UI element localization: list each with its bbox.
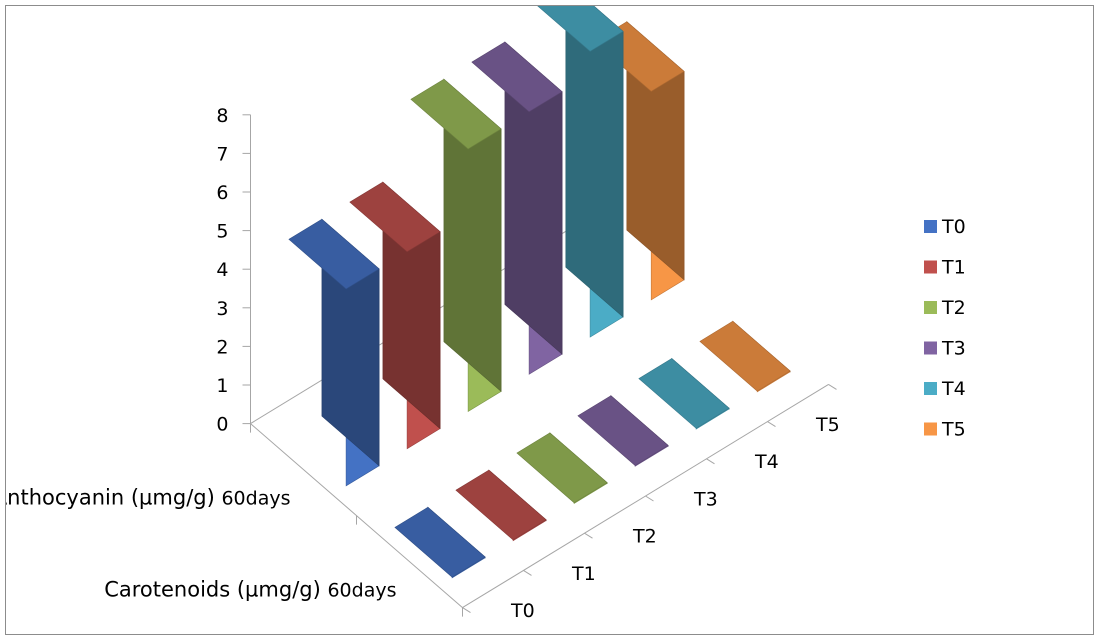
y-tick-label: 0 xyxy=(216,414,228,436)
y-tick-label: 6 xyxy=(216,182,228,204)
bar-T5-carotenoids xyxy=(699,320,791,393)
bar-T1-anthocyanin xyxy=(349,181,441,450)
bar-T0-carotenoids xyxy=(394,506,486,579)
legend-label-T1: T1 xyxy=(941,257,966,279)
labels-layer: 0 1 2 3 4 5 6 7 8 Anthocyanin (µmg/g) 60days Carot… xyxy=(0,105,840,622)
legend-label-T4: T4 xyxy=(941,378,966,400)
depth-tick-label: T3 xyxy=(693,488,718,510)
chart-svg: 0 1 2 3 4 5 6 7 8 Anthocyanin (µmg/g) 60days Carot… xyxy=(0,0,966,622)
bar-T2-carotenoids xyxy=(516,432,608,505)
bar-T3-anthocyanin xyxy=(471,41,563,375)
depth-tick xyxy=(767,421,776,428)
y-tick-label: 8 xyxy=(216,105,228,127)
bar-T3-carotenoids xyxy=(577,395,669,467)
legend-swatch-T1 xyxy=(924,260,937,274)
y-tick-label: 7 xyxy=(216,143,228,165)
bar-face-side xyxy=(565,0,624,318)
depth-tick-label: T5 xyxy=(815,414,840,436)
y-tick-label: 4 xyxy=(216,259,228,281)
depth-tick xyxy=(462,607,471,614)
depth-tick xyxy=(706,458,715,465)
category-label: Carotenoids (µmg/g) 60days xyxy=(104,578,396,602)
bar-T2-anthocyanin xyxy=(410,78,502,413)
bar-face-top xyxy=(516,432,608,504)
bars-layer xyxy=(288,0,791,579)
legend-label-T0: T0 xyxy=(941,216,966,238)
depth-tick-label: T0 xyxy=(510,600,535,622)
bar-T0-anthocyanin xyxy=(288,218,380,487)
legend-swatch-T2 xyxy=(924,301,937,314)
y-tick-label: 3 xyxy=(216,298,228,320)
legend-label-T5: T5 xyxy=(941,419,966,441)
y-tick-label: 5 xyxy=(216,221,228,243)
bar-T1-carotenoids xyxy=(455,469,547,542)
bar-face-top xyxy=(471,41,563,113)
depth-tick xyxy=(584,532,593,539)
bar-T4-carotenoids xyxy=(638,357,730,430)
bar-face-top xyxy=(638,358,730,429)
depth-tick-label: T2 xyxy=(632,526,657,548)
chart-area: 0 1 2 3 4 5 6 7 8 Anthocyanin (µmg/g) 60days Carot… xyxy=(0,0,1094,635)
category-label: Anthocyanin (µmg/g) 60days xyxy=(6,486,291,510)
bar-face-top xyxy=(349,181,441,253)
depth-tick xyxy=(645,495,654,502)
y-tick-label: 2 xyxy=(216,336,228,358)
bar-face-top xyxy=(699,320,791,392)
legend-swatch-T4 xyxy=(924,382,937,395)
legend-swatch-T0 xyxy=(924,220,937,233)
depth-tick xyxy=(828,383,837,390)
y-tick-label: 1 xyxy=(216,375,228,397)
floor-edge-left xyxy=(250,423,463,608)
bar-face-top xyxy=(577,395,669,466)
bar-face-top xyxy=(455,469,547,541)
bar-face-top xyxy=(394,506,486,578)
legend-swatch-T3 xyxy=(924,341,937,355)
legend-label-T2: T2 xyxy=(941,297,966,319)
bar-face-top xyxy=(410,78,502,150)
depth-tick xyxy=(523,569,532,576)
depth-tick-label: T4 xyxy=(754,451,779,473)
legend: T0 T1 T2 T3 T4 T5 xyxy=(924,216,966,441)
bar-face-top xyxy=(532,0,624,52)
depth-tick-label: T1 xyxy=(571,563,596,585)
bar-face-top xyxy=(288,218,380,290)
legend-swatch-T5 xyxy=(924,422,937,436)
legend-label-T3: T3 xyxy=(941,338,966,360)
bar-T4-anthocyanin xyxy=(532,0,624,338)
